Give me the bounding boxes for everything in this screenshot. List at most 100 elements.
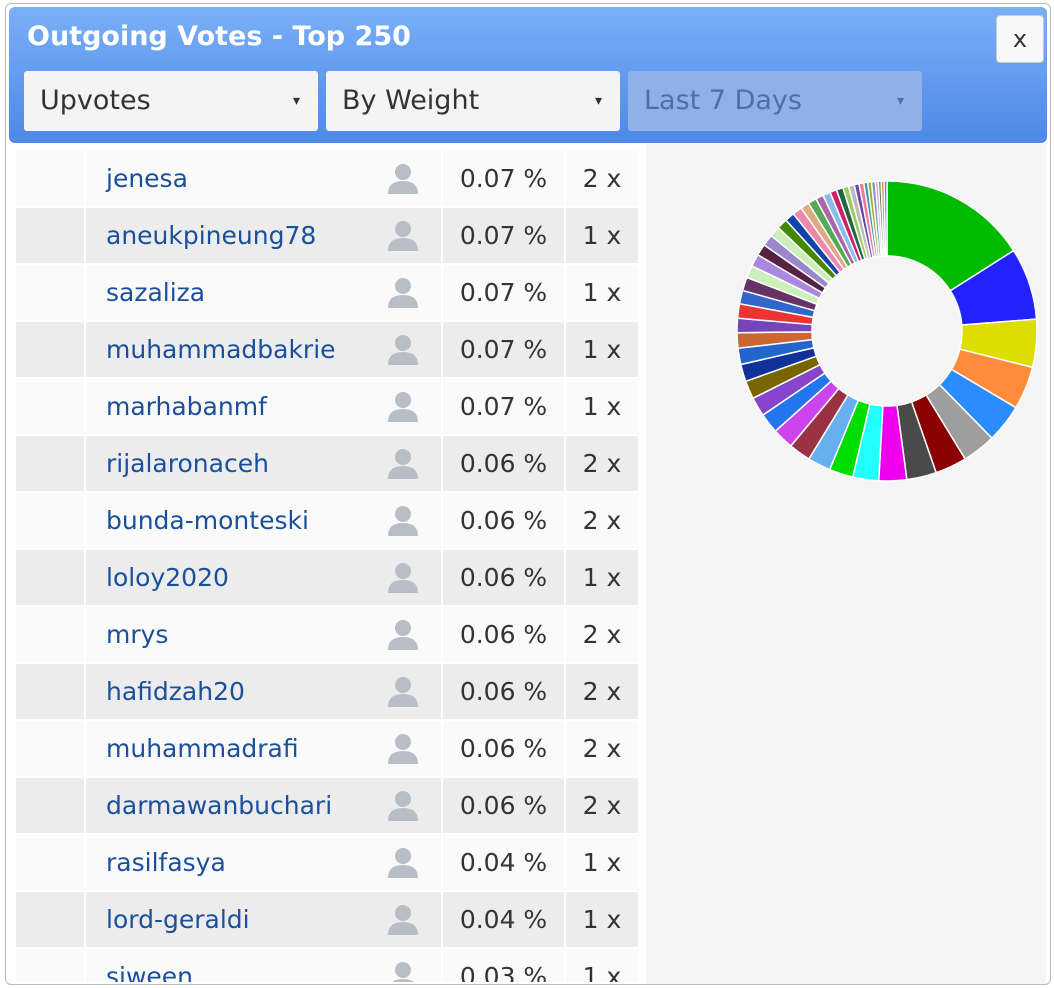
user-icon: [388, 392, 418, 422]
vote-share: 0.06 %: [443, 493, 566, 548]
vote-share: 0.06 %: [443, 778, 566, 833]
vote-count: 1 x: [566, 208, 640, 263]
table-row: mrys 0.06 % 2 x: [16, 607, 640, 662]
user-icon: [388, 164, 418, 194]
user-icon: [392, 962, 414, 982]
table-row: lord-geraldi 0.04 % 1 x: [16, 892, 640, 947]
account-name[interactable]: marhabanmf: [86, 379, 443, 434]
account-name[interactable]: loloy2020: [86, 550, 443, 605]
rank-cell: [16, 265, 86, 320]
vote-count: 2 x: [566, 664, 640, 719]
account-name[interactable]: rasilfasya: [86, 835, 443, 890]
account-name[interactable]: rijalaronaceh: [86, 436, 443, 491]
account-name[interactable]: lord-geraldi: [86, 892, 443, 947]
account-name[interactable]: aneukpineung78: [86, 208, 443, 263]
vote-count: 1 x: [566, 835, 640, 890]
vote-count: 2 x: [566, 436, 640, 491]
header: Outgoing Votes - Top 250 x Upvotes By We…: [9, 7, 1047, 143]
period-select: Last 7 Days: [628, 71, 922, 131]
table-row: bunda-monteski 0.06 % 2 x: [16, 493, 640, 548]
vote-count: 1 x: [566, 949, 640, 982]
sort-select[interactable]: By Weight: [326, 71, 620, 131]
vote-count: 2 x: [566, 721, 640, 776]
vote-count: 1 x: [566, 265, 640, 320]
vote-share: 0.06 %: [443, 550, 566, 605]
table-row: aneukpineung78 0.07 % 1 x: [16, 208, 640, 263]
account-name[interactable]: bunda-monteski: [86, 493, 443, 548]
table-row: rasilfasya 0.04 % 1 x: [16, 835, 640, 890]
user-icon: [388, 848, 418, 878]
dialog: Outgoing Votes - Top 250 x Upvotes By We…: [5, 3, 1051, 985]
table-row: loloy2020 0.06 % 1 x: [16, 550, 640, 605]
vote-share: 0.07 %: [443, 379, 566, 434]
table-row: hafidzah20 0.06 % 2 x: [16, 664, 640, 719]
rank-cell: [16, 151, 86, 206]
user-icon: [388, 506, 418, 536]
account-name[interactable]: mrys: [86, 607, 443, 662]
user-icon: [388, 677, 418, 707]
user-icon: [388, 791, 418, 821]
account-name[interactable]: darmawanbuchari: [86, 778, 443, 833]
rank-cell: [16, 778, 86, 833]
rank-cell: [16, 493, 86, 548]
table-row: muhammadrafi 0.06 % 2 x: [16, 721, 640, 776]
donut-slice: [883, 180, 888, 257]
table-row: siween 0.03 % 1 x: [16, 949, 640, 982]
vote-share: 0.06 %: [443, 436, 566, 491]
user-icon: [388, 563, 418, 593]
rank-cell: [16, 892, 86, 947]
user-icon: [388, 335, 418, 365]
vote-share: 0.03 %: [443, 949, 566, 982]
vote-count: 1 x: [566, 379, 640, 434]
table-row: muhammadbakrie 0.07 % 1 x: [16, 322, 640, 377]
vote-count: 1 x: [566, 550, 640, 605]
vote-share: 0.06 %: [443, 721, 566, 776]
vote-count: 2 x: [566, 778, 640, 833]
account-name[interactable]: siween: [86, 949, 443, 982]
vote-count: 2 x: [566, 607, 640, 662]
vote-share: 0.07 %: [443, 208, 566, 263]
rank-cell: [16, 835, 86, 890]
table-row: marhabanmf 0.07 % 1 x: [16, 379, 640, 434]
account-name[interactable]: hafidzah20: [86, 664, 443, 719]
rank-cell: [16, 379, 86, 434]
vote-count: 1 x: [566, 892, 640, 947]
rank-cell: [16, 322, 86, 377]
account-name[interactable]: jenesa: [86, 151, 443, 206]
vote-share: 0.07 %: [443, 151, 566, 206]
rank-cell: [16, 607, 86, 662]
type-select[interactable]: Upvotes: [24, 71, 318, 131]
vote-share: 0.04 %: [443, 892, 566, 947]
vote-share: 0.06 %: [443, 607, 566, 662]
user-icon: [388, 278, 418, 308]
title: Outgoing Votes - Top 250: [27, 21, 411, 52]
table-row: jenesa 0.07 % 2 x: [16, 151, 640, 206]
user-icon: [388, 620, 418, 650]
rank-cell: [16, 550, 86, 605]
vote-table: jenesa 0.07 % 2 x aneukpineung78 0.07 % 1 x sa…: [16, 144, 642, 982]
rank-cell: [16, 208, 86, 263]
user-icon: [388, 905, 418, 935]
rank-cell: [16, 664, 86, 719]
rank-cell: [16, 721, 86, 776]
user-icon: [388, 449, 418, 479]
table-row: rijalaronaceh 0.06 % 2 x: [16, 436, 640, 491]
vote-share: 0.04 %: [443, 835, 566, 890]
donut-chart: [736, 180, 1038, 482]
vote-share: 0.07 %: [443, 322, 566, 377]
vote-count: 2 x: [566, 151, 640, 206]
rank-cell: [16, 436, 86, 491]
vote-count: 1 x: [566, 322, 640, 377]
close-button[interactable]: x: [996, 15, 1044, 63]
table-row: darmawanbuchari 0.06 % 2 x: [16, 778, 640, 833]
account-name[interactable]: muhammadbakrie: [86, 322, 443, 377]
vote-share: 0.07 %: [443, 265, 566, 320]
vote-share: 0.06 %: [443, 664, 566, 719]
chart-panel: [646, 144, 1046, 984]
rank-cell: [16, 949, 86, 982]
user-icon: [388, 221, 418, 251]
user-icon: [388, 734, 418, 764]
account-name[interactable]: muhammadrafi: [86, 721, 443, 776]
account-name[interactable]: sazaliza: [86, 265, 443, 320]
table-row: sazaliza 0.07 % 1 x: [16, 265, 640, 320]
